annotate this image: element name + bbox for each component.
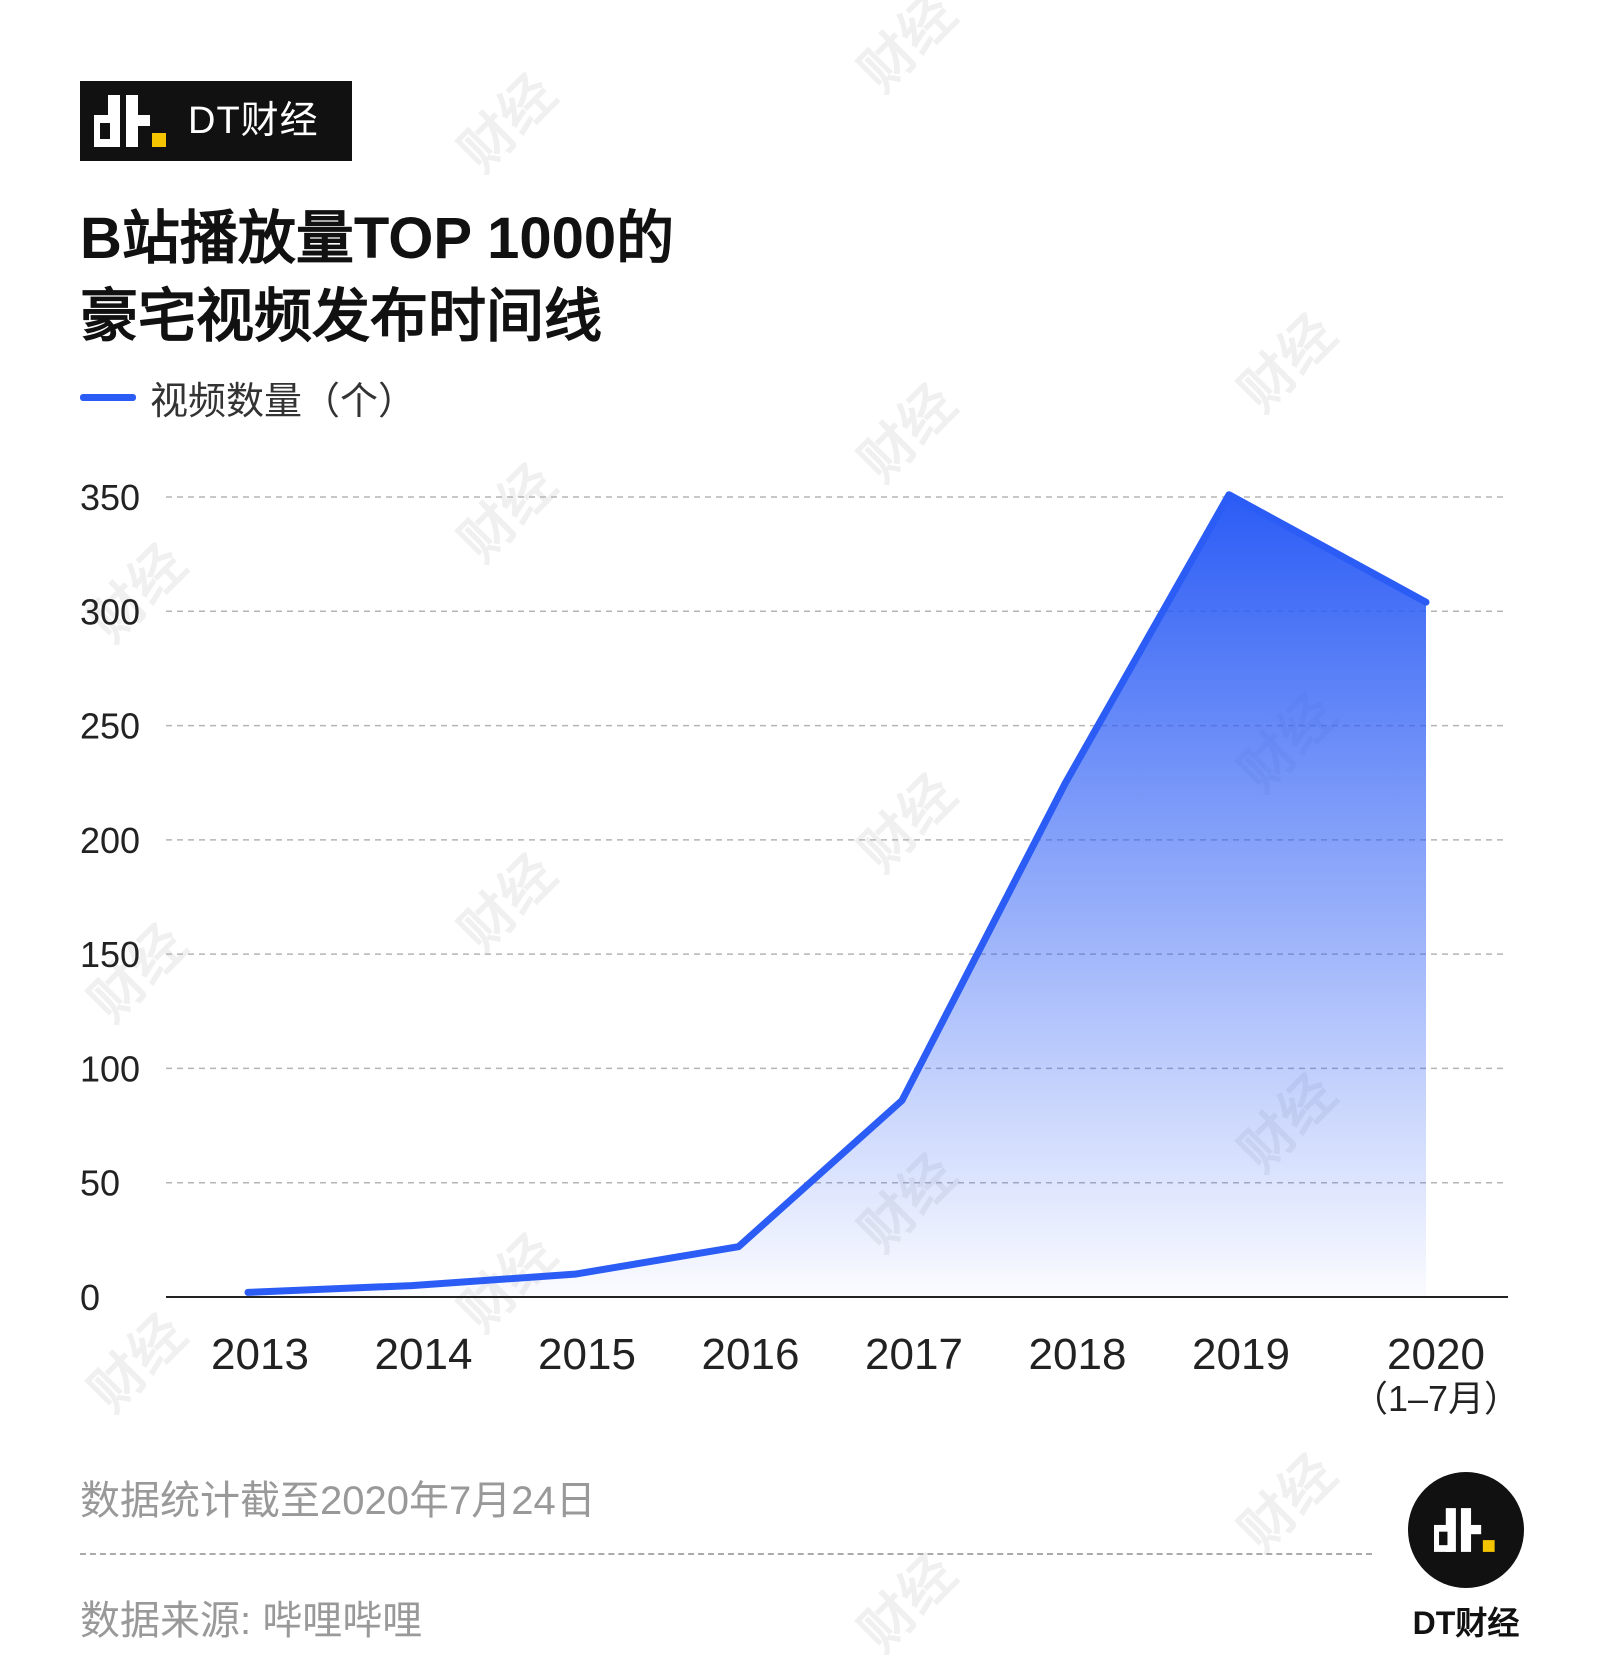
data-point xyxy=(247,1291,249,1293)
series-layer xyxy=(244,491,1430,1297)
x-axis-ticks: 2013 2014 2015 2016 2017 2018 2019 2020（1–7月） xyxy=(211,1330,1520,1419)
divider xyxy=(80,1553,1372,1555)
legend-swatch xyxy=(80,393,136,401)
round-logo-label: DT财经 xyxy=(1412,1605,1520,1641)
y-tick-label: 350 xyxy=(80,477,140,518)
chart-legend: 视频数量（个） xyxy=(80,372,417,423)
x-tick-label: 2019 xyxy=(1192,1330,1290,1379)
x-tick-label: 2013 xyxy=(211,1330,309,1379)
data-point xyxy=(574,1273,576,1275)
y-tick-label: 150 xyxy=(80,934,140,975)
title-line-2: 豪宅视频发布时间线 xyxy=(80,284,603,349)
round-logo xyxy=(1408,1472,1524,1588)
y-axis-ticks: 0 50 100 150 200 250 300 350 xyxy=(80,477,140,1318)
series-area xyxy=(248,494,1426,1297)
x-tick-label: 2014 xyxy=(375,1330,473,1379)
data-source: 数据来源: 哔哩哔哩 xyxy=(80,1599,423,1643)
chart-title: B站播放量TOP 1000的 豪宅视频发布时间线 xyxy=(80,200,980,356)
x-tick-label: 2020 xyxy=(1387,1330,1485,1379)
data-point xyxy=(901,1099,903,1101)
x-tick-label: 2016 xyxy=(702,1330,800,1379)
y-tick-label: 250 xyxy=(80,706,140,747)
watermark-text: 财经 xyxy=(1228,1443,1348,1563)
legend-label: 视频数量（个） xyxy=(150,380,417,423)
x-tick-label: 2015 xyxy=(538,1330,636,1379)
x-tick-sublabel: （1–7月） xyxy=(1352,1378,1520,1419)
y-tick-label: 0 xyxy=(80,1277,100,1318)
dt-logo-icon xyxy=(94,95,166,147)
series-line xyxy=(244,491,1430,1296)
x-tick-label: 2017 xyxy=(865,1330,963,1379)
data-point xyxy=(1065,782,1066,784)
y-tick-label: 100 xyxy=(80,1048,140,1089)
title-line-1: B站播放量TOP 1000的 xyxy=(80,206,675,271)
brand-name: DT财经 xyxy=(188,100,319,142)
y-tick-label: 50 xyxy=(80,1163,120,1204)
data-point xyxy=(1228,494,1230,496)
data-point xyxy=(738,1246,739,1248)
data-point xyxy=(411,1285,412,1287)
footnote: 数据统计截至2020年7月24日 xyxy=(80,1479,596,1523)
data-point xyxy=(1425,601,1427,603)
x-tick-label: 2018 xyxy=(1029,1330,1127,1379)
brand-header: DT财经 xyxy=(80,81,352,161)
dt-logo-icon xyxy=(1434,1508,1495,1552)
y-tick-label: 300 xyxy=(80,591,140,632)
y-tick-label: 200 xyxy=(80,820,140,861)
